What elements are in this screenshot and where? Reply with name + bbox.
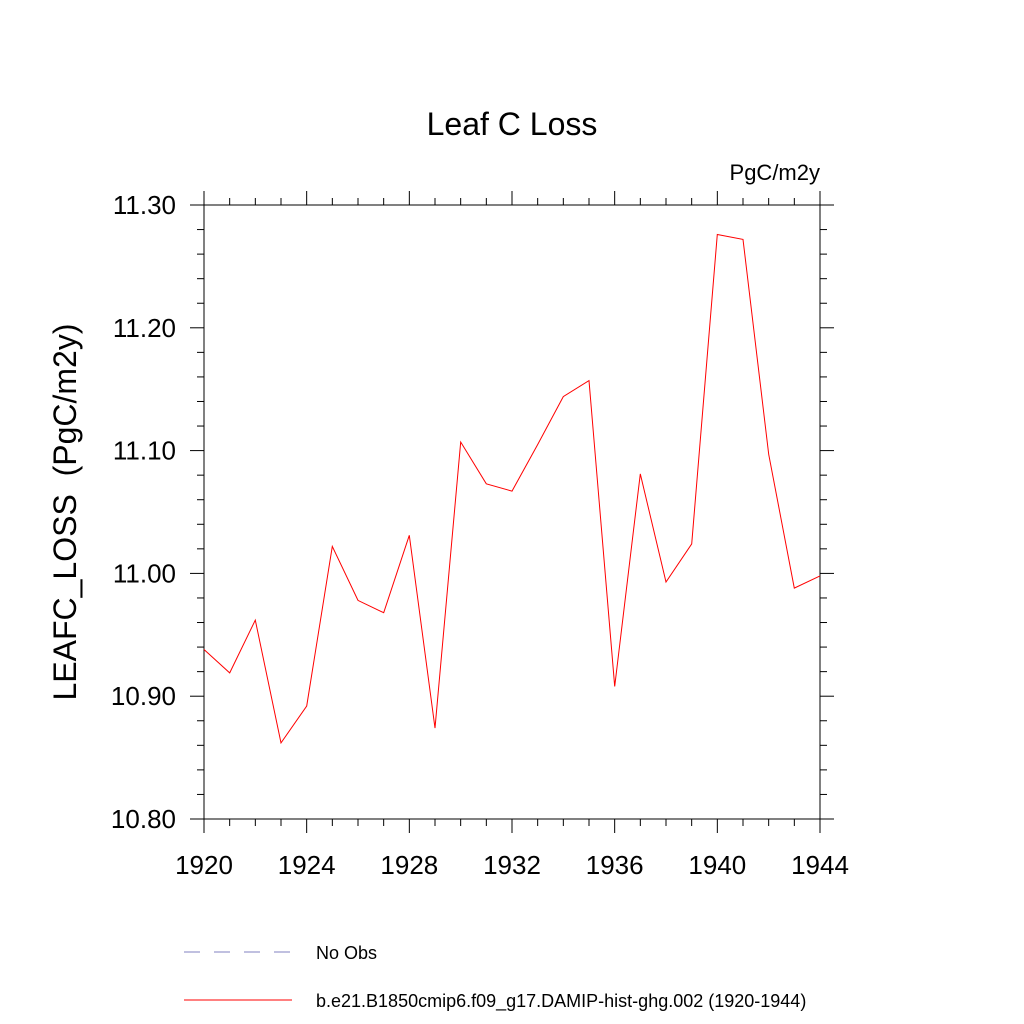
data-point <box>511 490 514 493</box>
x-tick-label: 1920 <box>175 850 233 880</box>
units-label: PgC/m2y <box>730 160 820 185</box>
data-point <box>639 472 642 475</box>
data-point <box>485 482 488 485</box>
data-point <box>280 741 283 744</box>
data-point <box>459 441 462 444</box>
y-tick-label: 11.00 <box>113 558 176 588</box>
axes: 1920 1924 1928 1932 1936 1940 1944 10.80 10.90 11… <box>111 190 849 880</box>
y-tick-label: 11.20 <box>113 313 176 343</box>
data-point <box>613 685 616 688</box>
y-tick-label: 10.80 <box>111 804 176 834</box>
x-tick-label: 1944 <box>791 850 849 880</box>
data-point <box>382 611 385 614</box>
x-tick-label: 1940 <box>688 850 746 880</box>
data-point <box>742 238 745 241</box>
series-line <box>203 233 821 745</box>
y-tick-label: 11.30 <box>113 190 176 220</box>
data-point <box>793 587 796 590</box>
plot-frame <box>203 204 821 820</box>
series-lines <box>203 233 822 745</box>
data-point <box>562 395 565 398</box>
x-tick-label: 1936 <box>586 850 644 880</box>
data-point <box>254 619 257 622</box>
data-point <box>434 727 437 730</box>
y-tick-label: 10.90 <box>111 681 176 711</box>
data-point <box>536 443 539 446</box>
data-point <box>357 599 360 602</box>
legend: No Obs b.e21.B1850cmip6.f09_g17.DAMIP-his… <box>184 943 806 1012</box>
data-point <box>690 542 693 545</box>
data-point <box>203 648 206 651</box>
data-point <box>408 534 411 537</box>
data-point <box>228 671 231 674</box>
data-point <box>716 233 719 236</box>
data-point <box>331 545 334 548</box>
x-tick-label: 1932 <box>483 850 541 880</box>
y-axis-label: LEAFC_LOSS (PgC/m2y) <box>47 324 83 701</box>
data-point <box>588 379 591 382</box>
legend-label: No Obs <box>316 943 377 963</box>
data-point <box>819 574 822 577</box>
x-tick-label: 1928 <box>380 850 438 880</box>
legend-label: b.e21.B1850cmip6.f09_g17.DAMIP-hist-ghg.… <box>316 991 806 1012</box>
data-point <box>665 580 668 583</box>
y-tick-label: 11.10 <box>113 436 176 466</box>
data-point <box>767 453 770 456</box>
chart-title: Leaf C Loss <box>427 106 598 142</box>
data-point <box>305 705 308 708</box>
x-tick-label: 1924 <box>278 850 336 880</box>
